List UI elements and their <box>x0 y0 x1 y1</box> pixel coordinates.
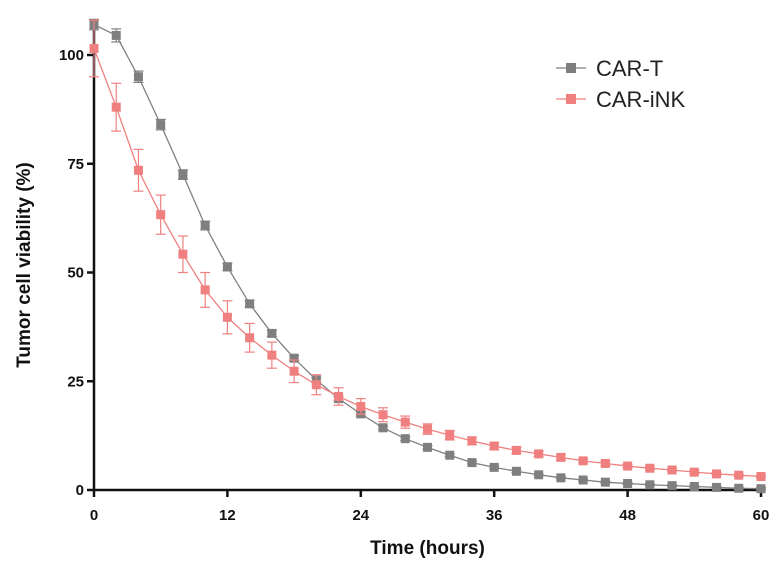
y-tick-label: 100 <box>59 47 84 64</box>
data-point <box>734 470 744 480</box>
data-point <box>756 484 766 494</box>
data-point <box>245 299 255 309</box>
data-point <box>222 312 232 322</box>
data-point <box>111 30 121 40</box>
y-tick-label: 25 <box>67 373 84 390</box>
data-point <box>511 466 521 476</box>
data-point <box>334 391 344 401</box>
data-point <box>289 366 299 376</box>
legend-marker <box>566 94 576 104</box>
data-point <box>578 456 588 466</box>
data-point <box>489 462 499 472</box>
data-point <box>111 102 121 112</box>
data-point <box>200 285 210 295</box>
data-point <box>756 472 766 482</box>
data-point <box>156 210 166 220</box>
data-point <box>556 473 566 483</box>
legend-item-car-t: CAR-T <box>556 56 663 81</box>
data-point <box>178 170 188 180</box>
legend-marker <box>566 63 576 73</box>
legend: CAR-T CAR-iNK <box>556 56 686 112</box>
data-point <box>534 449 544 459</box>
legend-label: CAR-T <box>596 56 663 81</box>
x-tick-label: 60 <box>753 507 770 524</box>
series-line <box>93 48 762 478</box>
legend-label: CAR-iNK <box>596 87 686 112</box>
data-point <box>689 482 699 492</box>
data-point <box>89 43 99 53</box>
x-axis-title: Time (hours) <box>370 538 485 559</box>
data-point <box>489 441 499 451</box>
x-tick-label: 24 <box>352 507 369 524</box>
series-car-ink <box>89 19 766 482</box>
plot-area: 0 12 24 36 48 60 0 25 50 75 100 <box>59 18 770 524</box>
data-point <box>311 380 321 390</box>
data-point <box>200 221 210 231</box>
data-point <box>423 442 432 452</box>
y-axis-title: Tumor cell viability (%) <box>14 162 35 368</box>
data-point <box>445 450 455 460</box>
data-point <box>378 410 388 420</box>
data-point <box>133 72 143 82</box>
data-point <box>645 480 655 490</box>
data-point <box>400 434 410 444</box>
data-point <box>712 469 722 479</box>
x-tick-label: 0 <box>90 507 98 524</box>
data-point <box>445 430 455 440</box>
series-car-t <box>89 18 766 494</box>
data-point <box>267 328 277 338</box>
data-point <box>578 475 588 485</box>
data-point <box>623 478 633 488</box>
data-point <box>667 481 677 491</box>
data-point <box>623 461 633 471</box>
data-point <box>734 483 744 493</box>
data-point <box>600 477 610 487</box>
data-point <box>178 249 188 259</box>
data-point <box>356 401 366 411</box>
data-point <box>556 452 566 462</box>
data-point <box>534 470 544 480</box>
x-tick-label: 36 <box>486 507 503 524</box>
y-ticks: 0 25 50 75 100 <box>59 47 94 499</box>
data-point <box>667 465 677 475</box>
series-layer <box>89 18 766 494</box>
data-point <box>689 467 699 477</box>
data-point <box>423 424 432 434</box>
data-point <box>378 423 388 433</box>
x-ticks: 0 12 24 36 48 60 <box>90 490 770 524</box>
data-point <box>511 445 521 455</box>
data-point <box>600 458 610 468</box>
data-point <box>467 436 477 446</box>
data-point <box>400 417 410 427</box>
y-tick-label: 0 <box>76 482 84 499</box>
y-tick-label: 50 <box>67 265 84 282</box>
data-point <box>467 458 477 468</box>
data-point <box>289 353 299 363</box>
data-point <box>645 463 655 473</box>
data-point <box>133 165 143 175</box>
legend-item-car-ink: CAR-iNK <box>556 87 686 112</box>
x-tick-label: 48 <box>619 507 636 524</box>
data-point <box>156 120 166 130</box>
data-point <box>267 350 277 360</box>
data-point <box>245 333 255 343</box>
data-point <box>222 262 232 272</box>
data-point <box>712 482 722 492</box>
y-tick-label: 75 <box>67 156 84 173</box>
x-tick-label: 12 <box>219 507 236 524</box>
